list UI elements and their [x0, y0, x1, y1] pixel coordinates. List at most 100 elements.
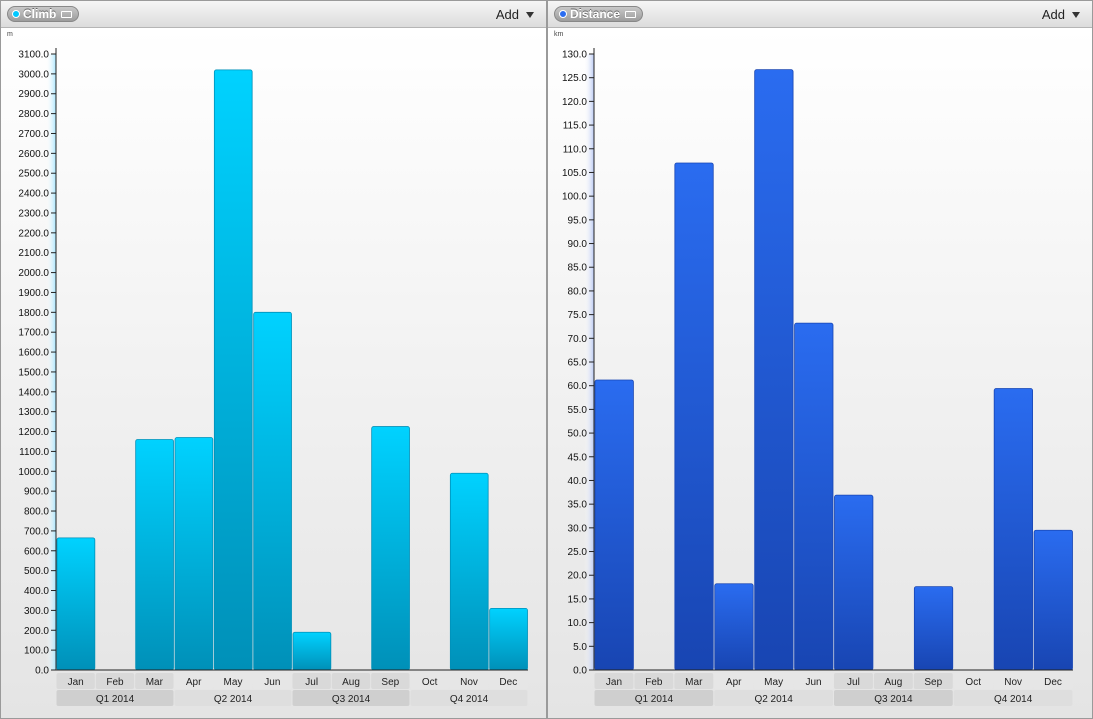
climb-x-cell: [253, 673, 292, 689]
climb-title-pill[interactable]: Climb: [7, 6, 80, 22]
climb-y-tick-label: 1700.0: [18, 328, 49, 339]
climb-y-tick-label: 1300.0: [18, 407, 49, 418]
distance-y-tick-label: 115.0: [563, 121, 588, 132]
distance-options-icon[interactable]: [625, 10, 637, 18]
distance-bar[interactable]: [834, 494, 874, 671]
climb-chart: m 0.0 100.0 200.0 300.0 400.0 500.0 600.0 700.0 8…: [1, 28, 546, 718]
distance-x-cell: [594, 673, 634, 689]
distance-x-cell: [714, 673, 754, 689]
climb-y-tick-label: 800.0: [24, 507, 49, 518]
distance-x-tick-label: Apr: [726, 677, 742, 688]
climb-x-cell: [331, 673, 371, 689]
distance-group-label: Q1 2014: [635, 694, 674, 705]
distance-bar[interactable]: [674, 162, 714, 671]
climb-y-tick-label: 1400.0: [18, 387, 49, 398]
distance-x-tick-label: Sep: [924, 677, 942, 688]
distance-y-tick-label: 50.0: [568, 429, 588, 440]
distance-y-tick-label: 60.0: [568, 381, 588, 392]
climb-y-tick-label: 2400.0: [18, 189, 49, 200]
distance-bar[interactable]: [913, 586, 954, 671]
climb-group-cell: [56, 690, 174, 706]
climb-x-cell: [292, 673, 331, 689]
climb-add-menu[interactable]: Add: [496, 7, 534, 22]
climb-y-tick-label: 1500.0: [18, 367, 49, 378]
climb-bar[interactable]: [489, 608, 528, 671]
climb-options-icon[interactable]: [61, 10, 73, 18]
distance-x-cell: [794, 673, 833, 689]
climb-x-tick-label: Dec: [499, 677, 517, 688]
climb-group-label: Q1 2014: [96, 694, 135, 705]
distance-group-label: Q3 2014: [874, 694, 913, 705]
climb-y-tick-label: 1600.0: [18, 348, 49, 359]
distance-y-tick-label: 15.0: [568, 594, 588, 605]
climb-x-tick-label: May: [224, 677, 243, 688]
distance-add-menu[interactable]: Add: [1042, 7, 1080, 22]
climb-y-tick-label: 100.0: [24, 646, 49, 657]
distance-x-cell: [953, 673, 993, 689]
climb-y-tick-label: 1000.0: [18, 467, 49, 478]
distance-x-tick-label: Dec: [1044, 677, 1062, 688]
distance-bar[interactable]: [993, 388, 1033, 671]
climb-y-tick-label: 2100.0: [18, 248, 49, 259]
climb-y-tick-label: 200.0: [24, 626, 49, 637]
distance-title-pill[interactable]: Distance: [554, 6, 644, 22]
climb-bar[interactable]: [449, 472, 489, 671]
climb-y-tick-label: 3000.0: [18, 69, 49, 80]
climb-y-tick-label: 2200.0: [18, 228, 49, 239]
distance-y-tick-label: 55.0: [568, 405, 588, 416]
distance-x-cell: [873, 673, 913, 689]
climb-bar[interactable]: [174, 437, 214, 671]
distance-y-tick-label: 70.0: [568, 334, 588, 345]
climb-y-tick-label: 0.0: [35, 666, 49, 677]
climb-group-cell: [292, 690, 410, 706]
distance-bar[interactable]: [754, 69, 794, 671]
distance-bar[interactable]: [794, 322, 834, 671]
climb-y-tick-label: 1200.0: [18, 427, 49, 438]
climb-x-tick-label: Apr: [186, 677, 202, 688]
distance-bar[interactable]: [1033, 529, 1073, 671]
climb-x-tick-label: Oct: [422, 677, 438, 688]
climb-x-cell: [174, 673, 213, 689]
climb-panel-header: Climb Add: [1, 1, 546, 28]
climb-y-tick-label: 3100.0: [18, 50, 49, 61]
distance-bar[interactable]: [714, 583, 754, 671]
climb-bar[interactable]: [56, 537, 96, 671]
climb-bar[interactable]: [253, 311, 292, 671]
climb-bar[interactable]: [371, 426, 410, 671]
climb-bar[interactable]: [213, 69, 253, 671]
climb-x-tick-label: Jul: [305, 677, 318, 688]
distance-y-tick-label: 5.0: [573, 642, 587, 653]
distance-y-tick-label: 0.0: [573, 666, 587, 677]
climb-bar[interactable]: [135, 439, 174, 671]
distance-x-tick-label: Jun: [805, 677, 821, 688]
climb-x-tick-label: Sep: [381, 677, 399, 688]
climb-x-cell: [410, 673, 449, 689]
distance-y-tick-label: 65.0: [568, 358, 588, 369]
climb-x-cell: [449, 673, 489, 689]
distance-group-cell: [714, 690, 833, 706]
distance-x-tick-label: May: [764, 677, 783, 688]
distance-x-tick-label: Nov: [1004, 677, 1022, 688]
distance-panel-header: Distance Add: [548, 1, 1092, 28]
climb-group-cell: [410, 690, 528, 706]
climb-title: Climb: [23, 7, 57, 21]
distance-bar[interactable]: [594, 379, 634, 671]
distance-y-tick-label: 95.0: [568, 215, 588, 226]
distance-y-tick-label: 20.0: [568, 571, 588, 582]
distance-y-tick-label: 35.0: [568, 500, 588, 511]
distance-x-tick-label: Feb: [645, 677, 663, 688]
climb-bar[interactable]: [292, 631, 332, 671]
distance-x-cell: [1033, 673, 1073, 689]
distance-y-tick-label: 30.0: [568, 523, 588, 534]
climb-add-caret-icon: [526, 11, 534, 18]
distance-x-tick-label: Jul: [847, 677, 860, 688]
climb-group-cell: [174, 690, 292, 706]
climb-y-tick-label: 2000.0: [18, 268, 49, 279]
distance-y-tick-label: 10.0: [568, 618, 588, 629]
distance-x-cell: [634, 673, 674, 689]
distance-y-tick-label: 130.0: [562, 50, 587, 61]
distance-x-tick-label: Oct: [965, 677, 981, 688]
climb-group-label: Q3 2014: [332, 694, 371, 705]
climb-x-tick-label: Jan: [68, 677, 84, 688]
distance-chart: km 0.0 5.0 10.0 15.0 20.0 25.0 30.0 35.0 40.0 45.0…: [548, 28, 1092, 718]
